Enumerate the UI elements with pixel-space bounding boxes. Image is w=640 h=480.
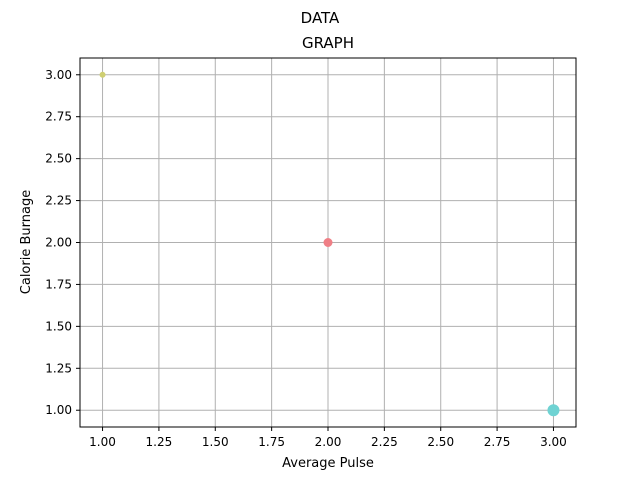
y-tick-label: 2.25 [45,194,72,208]
y-tick-label: 3.00 [45,68,72,82]
x-tick-label: 1.25 [146,435,173,449]
chart-title: GRAPH [302,34,354,52]
y-tick-label: 1.50 [45,319,72,333]
chart-suptitle: DATA [301,9,340,27]
x-tick-label: 2.50 [427,435,454,449]
x-tick-label: 2.25 [371,435,398,449]
scatter-point [323,238,333,247]
y-tick-label: 1.25 [45,361,72,375]
scatter-points [99,71,560,417]
scatter-point [547,404,560,417]
x-tick-label: 2.75 [484,435,511,449]
plot-frame [79,57,577,428]
x-tick-label: 2.00 [315,435,342,449]
x-tick-label: 1.50 [202,435,229,449]
x-tick-label: 1.75 [258,435,285,449]
x-axis-label: Average Pulse [282,456,374,471]
y-tick-label: 2.50 [45,152,72,166]
x-tick-label: 1.00 [89,435,116,449]
y-tick-label: 1.00 [45,403,72,417]
y-tick-label: 2.00 [45,236,72,250]
y-tick-label: 1.75 [45,277,72,291]
axis-ticks: 1.00 1.25 1.50 1.75 2.00 2.25 2.50 2.75 3.00 1.00… [45,68,567,449]
scatter-point [99,71,106,78]
y-tick-label: 2.75 [45,110,72,124]
x-tick-label: 3.00 [540,435,567,449]
y-axis-label: Calorie Burnage [19,190,34,294]
